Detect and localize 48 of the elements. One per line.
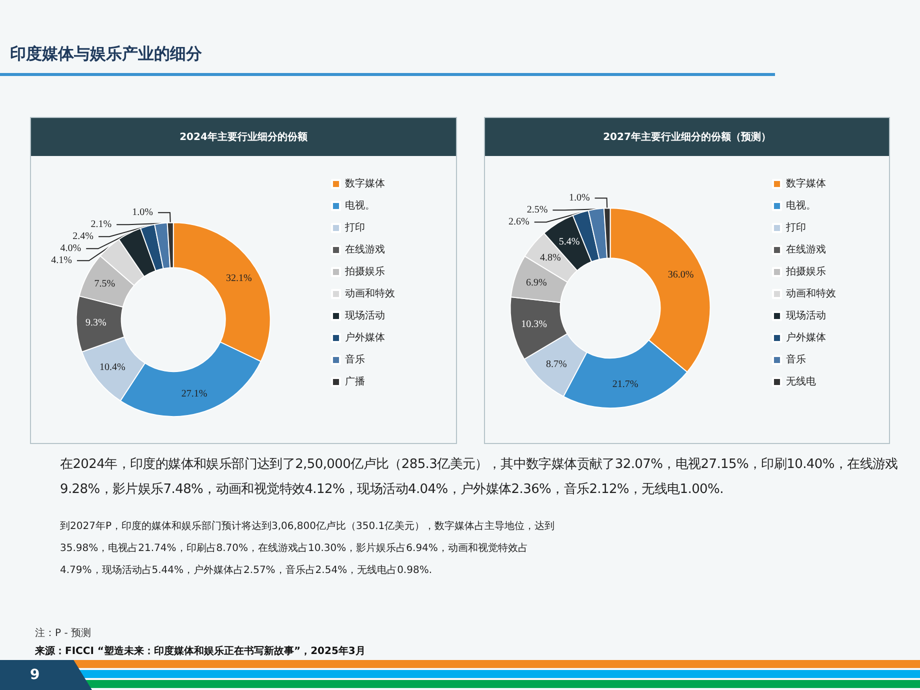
legend-label: 动画和特效 [345, 288, 395, 300]
source-note: 来源：FICCI “塑造未来：印度媒体和娱乐正在书写新故事”，2025年3月 [35, 644, 366, 658]
text: 印度媒体与娱乐产业的细分 [10, 44, 202, 65]
data-label: 36.0% [668, 269, 694, 280]
chart-title: 2024年主要行业细分的份额 [31, 118, 456, 156]
data-label: 10.3% [521, 319, 547, 330]
data-label: 4.8% [540, 252, 561, 264]
legend-label: 动画和特效 [786, 288, 836, 300]
legend-label: 现场活动 [345, 310, 385, 322]
legend-label: 数字媒体 [345, 178, 385, 190]
data-label: 1.0% [132, 207, 154, 218]
data-label: 10.4% [100, 362, 126, 373]
data-label: 2.1% [90, 219, 112, 230]
legend-label: 现场活动 [786, 310, 826, 322]
legend-label: 电视。 [786, 200, 816, 212]
legend-label: 在线游戏 [345, 244, 385, 256]
data-label: 21.7% [612, 379, 638, 390]
legend-label: 广播 [345, 376, 365, 388]
data-label: 4.0% [60, 243, 82, 254]
data-label: 9.3% [86, 318, 106, 329]
legend-label: 打印 [344, 222, 365, 234]
legend-label: 音乐 [786, 354, 806, 366]
data-label: 5.4% [558, 236, 580, 248]
legend-label: 拍摄娱乐 [785, 266, 826, 278]
data-label: 2.4% [72, 231, 94, 242]
data-label: 8.7% [546, 359, 567, 370]
legend-label: 户外媒体 [786, 332, 826, 344]
data-label: 2.6% [508, 216, 530, 228]
legend-label: 无线电 [786, 376, 816, 388]
legend-label: 在线游戏 [786, 244, 826, 256]
data-label: 32.1% [226, 272, 252, 284]
data-label: 4.1% [51, 255, 72, 266]
text: 在2024年，印度的媒体和娱乐部门达到了2,50,000亿卢比（285.3亿美元），其中数字媒体贡献了32.07%，电视27.15%，印刷10.40%，在线游戏9.28%，影片娱乐7.48%，动画和视觉特效4.12%，现场活动4.04%，户外媒体2.36%，音乐2.12%，无线电1.00%. [60, 456, 899, 499]
legend-label: 音乐 [345, 354, 365, 366]
text: 9 [30, 667, 40, 683]
text: 注：P - 预测 [35, 626, 91, 640]
data-label: 7.5% [94, 278, 116, 290]
legend-label: 拍摄娱乐 [344, 266, 385, 278]
data-label: 2.5% [526, 204, 548, 216]
legend-label: 户外媒体 [345, 332, 385, 344]
legend-label: 电视。 [345, 200, 375, 212]
data-label: 6.9% [526, 277, 547, 288]
chart-title: 2027年主要行业细分的份额（预测） [485, 118, 889, 156]
legend-label: 数字媒体 [786, 178, 826, 190]
text: 到2027年P，印度的媒体和娱乐部门预计将达到3,06,800亿卢比（350.1亿美元），数字媒体占主导地位，达到35.98%，电视占21.74%，印刷占8.70%，在线游戏占10.30%，影片娱乐占6.94%，动画和视觉特效占4.79%，现场活动占5.44%，户外媒体占2.57%，音乐占2.54%，无线电占0.98%. [60, 520, 556, 578]
data-label: 1.0% [568, 192, 590, 204]
legend-label: 打印 [785, 222, 806, 234]
data-label: 27.1% [181, 388, 208, 400]
